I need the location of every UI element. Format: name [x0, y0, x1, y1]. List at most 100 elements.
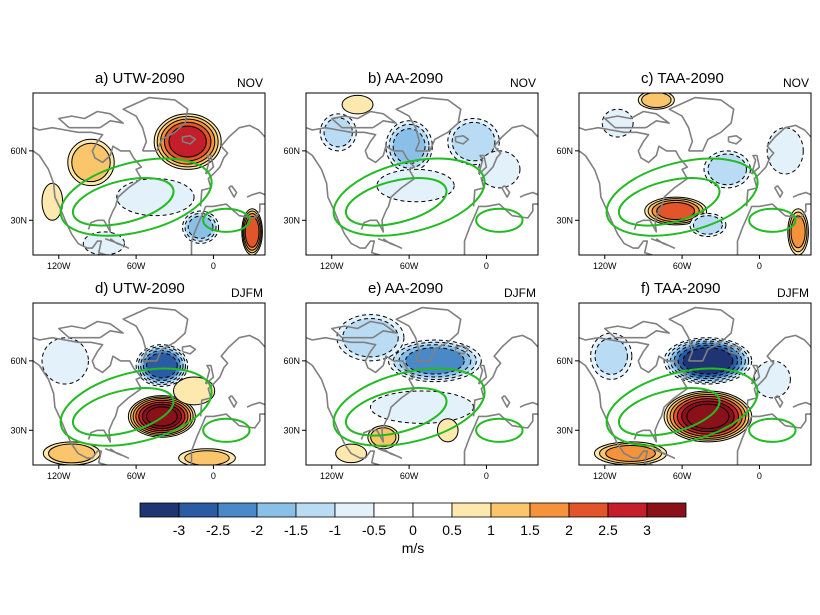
anomaly-contour: [692, 215, 723, 235]
anomaly-contour: [184, 212, 217, 242]
anomaly-contour: [243, 212, 261, 251]
anomaly-level: [146, 353, 178, 378]
coastline: [463, 413, 538, 465]
coastline: [501, 185, 511, 198]
panel-season: DJFM: [777, 286, 809, 300]
anomaly-contour: [135, 399, 189, 434]
x-tick-label: 60W: [400, 261, 419, 271]
coastline: [750, 154, 761, 175]
jet-contours: [332, 367, 524, 447]
anomaly-contour: [376, 168, 455, 203]
coastline: [58, 110, 124, 129]
jet-contour: [332, 367, 486, 447]
anomaly-contour: [178, 448, 236, 465]
anomaly-contour: [184, 450, 230, 465]
anomaly-contour: [71, 142, 111, 183]
anomaly-contour: [132, 398, 192, 435]
colorbar-swatch: [217, 502, 258, 518]
anomaly-contour: [336, 314, 405, 362]
anomaly-feature: [182, 210, 220, 244]
anomaly-level: [116, 178, 195, 216]
panel-season: NOV: [237, 76, 263, 90]
anomaly-feature: [116, 178, 195, 217]
panel-plot-area: [579, 306, 811, 465]
anomaly-level: [754, 360, 791, 398]
anomaly-feature: [376, 168, 455, 203]
jet-contour: [748, 417, 797, 443]
anomaly-level: [42, 337, 89, 384]
anomaly-contour: [682, 347, 734, 375]
anomaly-level: [478, 150, 520, 188]
coastline: [246, 401, 265, 408]
panel-season: DJFM: [231, 286, 263, 300]
anomaly-feature: [385, 120, 433, 173]
anomaly-contour: [766, 127, 804, 175]
anomaly-contour: [242, 210, 262, 254]
x-tick-label: 120W: [320, 261, 344, 271]
x-tick-label: 120W: [320, 471, 344, 481]
anomaly-contour: [787, 208, 809, 255]
anomaly-level: [595, 338, 628, 375]
coastline: [727, 135, 743, 145]
coastlines: [306, 306, 538, 465]
anomaly-feature: [135, 344, 189, 387]
anomaly-feature: [703, 150, 751, 189]
coastline: [454, 135, 470, 145]
anomaly-feature: [153, 113, 222, 170]
y-tick-label: 30N: [10, 425, 27, 435]
anomaly-feature: [369, 390, 475, 424]
x-tick-label: 0: [757, 471, 762, 481]
anomaly-contour: [342, 318, 399, 358]
y-tick-label: 60N: [283, 146, 300, 156]
panel-plot-area: [306, 306, 538, 465]
coastline: [750, 364, 761, 385]
anomaly-feature: [319, 113, 357, 152]
coastline: [181, 345, 197, 355]
panel-d: 120W 60W 0 60N 30N d) UTW-2090 DJFM: [10, 280, 266, 481]
x-tick-label: 120W: [593, 261, 617, 271]
anomaly-contour: [707, 153, 747, 186]
coastline: [33, 360, 107, 465]
panel-frame: [32, 302, 266, 466]
anomaly-level: [184, 450, 230, 465]
anomaly-contour: [41, 337, 89, 385]
anomaly-feature: [637, 93, 675, 110]
jet-contour: [475, 207, 524, 233]
anomaly-contour: [405, 347, 465, 375]
anomaly-contour: [135, 344, 189, 387]
coastline: [181, 135, 197, 145]
anomaly-feature: [41, 337, 89, 385]
coastline: [58, 320, 124, 339]
colorbar-swatch: [412, 502, 453, 518]
anomaly-level: [393, 128, 426, 164]
colorbar-swatch: [256, 502, 297, 518]
anomaly-contour: [641, 93, 672, 108]
coastline: [519, 191, 538, 198]
anomaly-contour: [388, 123, 430, 169]
anomaly-feature: [42, 441, 101, 465]
coastline: [306, 360, 380, 465]
x-tick-label: 0: [484, 261, 489, 271]
colorbar-label: -0.5: [362, 522, 386, 538]
colorbar-swatch: [568, 502, 609, 518]
anomaly-contour: [601, 108, 634, 138]
coastline: [774, 185, 784, 198]
coastline: [477, 154, 488, 175]
coastline: [122, 306, 189, 362]
anomaly-level: [173, 377, 215, 405]
anomaly-feature: [241, 208, 263, 255]
colorbar-swatch: [646, 502, 687, 518]
anomaly-contour: [146, 352, 178, 379]
panel-frame: [578, 302, 812, 466]
anomaly-contour: [644, 196, 708, 226]
anomaly-level: [656, 202, 695, 220]
colorbar-label: 0: [409, 522, 417, 538]
colorbar-swatch: [490, 502, 531, 518]
coastline: [604, 110, 670, 129]
panel-a: 120W 60W 0 60N 30N a) UTW-2090 NOV: [10, 70, 266, 271]
anomaly-contour: [187, 215, 214, 239]
anomaly-feature: [67, 138, 115, 187]
colorbar-label: -2.5: [206, 522, 230, 538]
coastline: [579, 126, 689, 233]
